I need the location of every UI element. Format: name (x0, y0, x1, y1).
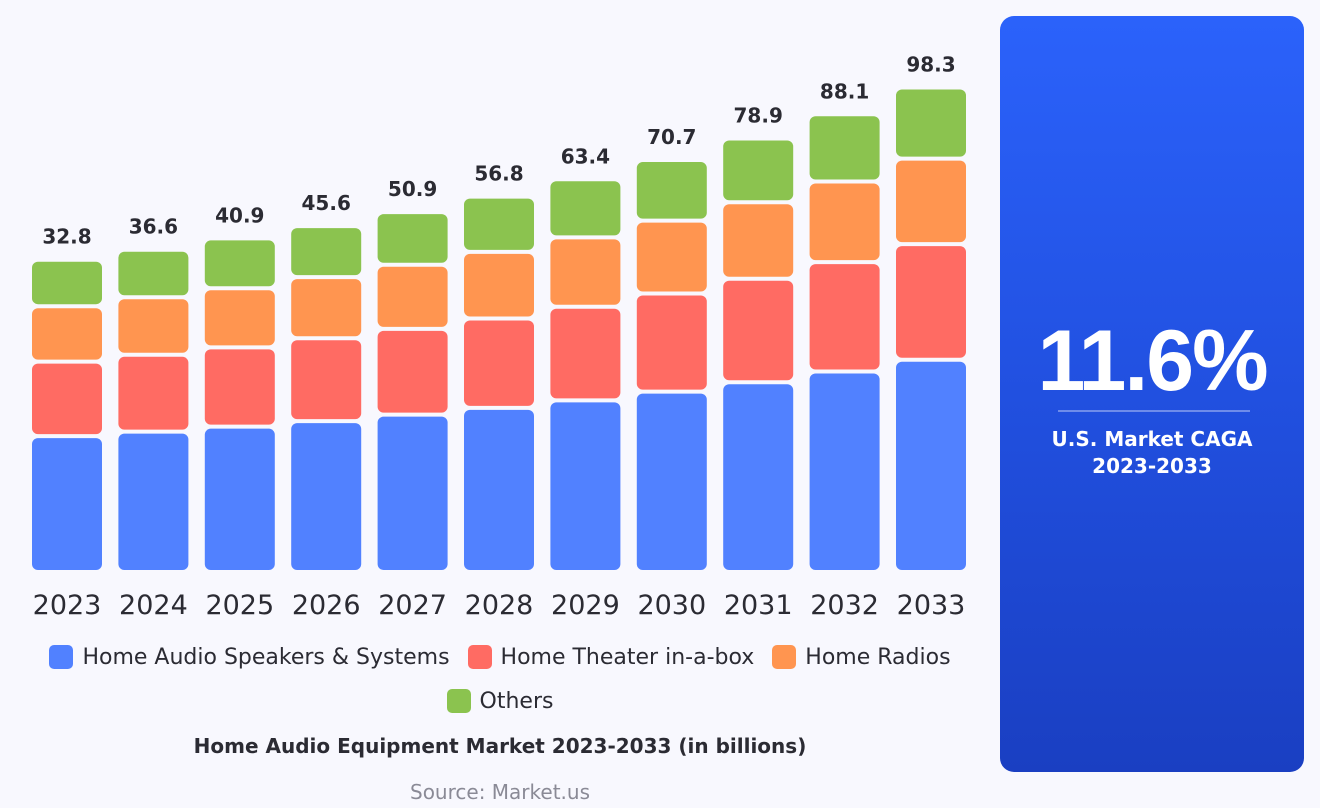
legend-swatch (467, 645, 492, 669)
bar-segment (809, 116, 880, 180)
cagr-label: U.S. Market CAGA 2023-2033 (1000, 426, 1304, 480)
divider (1058, 410, 1250, 412)
bar-segment (896, 361, 966, 570)
bar-segment (204, 428, 275, 570)
bar-segment (32, 438, 102, 570)
legend-label: Home Radios (805, 644, 951, 670)
bar-segment (464, 198, 534, 250)
cagr-label-line1: U.S. Market CAGA (1051, 427, 1253, 451)
total-label: 88.1 (820, 79, 869, 103)
bar-segment (809, 183, 880, 261)
total-label: 63.4 (561, 144, 610, 168)
cagr-value: 11.6% (1037, 313, 1268, 409)
bar-segment (636, 162, 707, 219)
x-tick-label: 2028 (465, 590, 534, 621)
bar-segment (204, 240, 275, 287)
total-label: 56.8 (474, 162, 523, 186)
bar-segment (32, 363, 102, 435)
bar-segment (723, 280, 794, 381)
total-label: 45.6 (302, 191, 351, 215)
bar-segment (118, 356, 189, 430)
x-tick-label: 2026 (292, 590, 361, 621)
bar-segment (464, 253, 534, 317)
total-label: 78.9 (734, 103, 783, 127)
bar-segment (204, 349, 275, 425)
legend-item: Home Audio Speakers & Systems (49, 640, 450, 674)
bar-segment (118, 433, 189, 570)
bar-segment (636, 295, 707, 390)
bar-segment (118, 251, 189, 296)
cagr-panel: 11.6% U.S. Market CAGA 2023-2033 (1000, 16, 1304, 772)
bar-segment (464, 320, 534, 406)
bar-segment (636, 222, 707, 292)
cagr-label-line2: 2023-2033 (1092, 454, 1212, 478)
bar-segment (377, 416, 448, 570)
bar-segment (550, 308, 621, 399)
bar-segment (32, 308, 102, 360)
bar-segment (291, 340, 362, 420)
chart-title: Home Audio Equipment Market 2023-2033 (i… (193, 734, 807, 758)
x-tick-label: 2027 (378, 590, 447, 621)
bar-segment (723, 140, 794, 201)
legend: Home Audio Speakers & Systems Home Theate… (0, 640, 1000, 718)
legend-label: Home Audio Speakers & Systems (82, 644, 450, 670)
legend-item: Home Theater in-a-box (467, 640, 755, 674)
bar-segment (723, 204, 794, 277)
bar-segment (32, 261, 102, 305)
bar-segment (291, 228, 362, 276)
legend-label: Home Theater in-a-box (500, 644, 755, 670)
bar-segment (377, 214, 448, 263)
x-tick-label: 2030 (637, 590, 706, 621)
total-label: 36.6 (129, 215, 178, 239)
bar-segment (896, 160, 966, 243)
bar-segment (809, 264, 880, 370)
bar-segment (550, 181, 621, 236)
legend-swatch (772, 645, 797, 669)
bar-segment (118, 299, 189, 353)
legend-label: Others (479, 688, 554, 714)
legend-swatch (446, 689, 471, 713)
x-tick-label: 2032 (810, 590, 879, 621)
bar-segment (291, 279, 362, 337)
bar-segment (550, 239, 621, 305)
total-label: 40.9 (215, 203, 264, 227)
bar-segment (896, 89, 966, 157)
source-note: Source: Market.us (410, 780, 590, 804)
total-label: 98.3 (906, 52, 955, 76)
bar-segment (204, 290, 275, 346)
bar-segment (464, 409, 534, 570)
bar-segment (723, 384, 794, 570)
total-label: 50.9 (388, 177, 437, 201)
x-tick-label: 2023 (33, 590, 102, 621)
x-tick-label: 2033 (897, 590, 966, 621)
x-tick-label: 2029 (551, 590, 620, 621)
bar-segment (377, 266, 448, 327)
bar-segment (809, 373, 880, 570)
total-label: 32.8 (42, 225, 91, 249)
legend-item: Home Radios (772, 640, 951, 674)
bar-segment (550, 402, 621, 570)
total-label: 70.7 (647, 125, 696, 149)
bar-segment (636, 393, 707, 570)
x-tick-label: 2025 (205, 590, 274, 621)
bar-segment (291, 423, 362, 570)
x-tick-label: 2024 (119, 590, 188, 621)
bar-segment (896, 246, 966, 358)
x-tick-label: 2031 (724, 590, 793, 621)
legend-swatch (49, 645, 74, 669)
legend-item: Others (446, 684, 554, 718)
stacked-bar-chart: 32.8 2023 36.6 2024 40.9 2025 45.6 2026 50.9 2027… (32, 52, 966, 621)
bar-segment (377, 330, 448, 413)
